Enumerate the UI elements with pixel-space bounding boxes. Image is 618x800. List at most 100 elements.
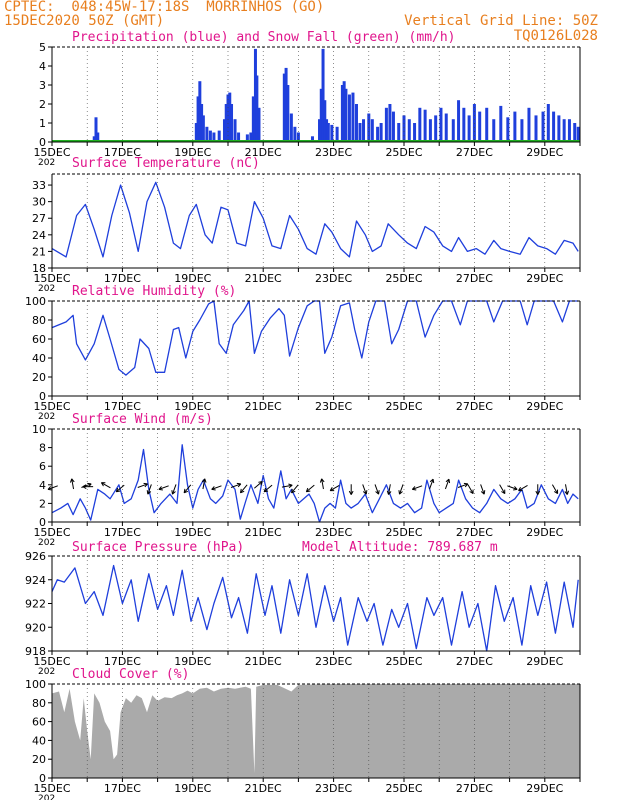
x-tick-label: 27DEC	[456, 146, 493, 159]
panel-cloud: 0 20 40 60 80 100 15DEC 17DEC 19DEC 21DEC 23DEC 25D…	[25, 678, 581, 800]
x-year-label: 202	[38, 284, 55, 294]
panel-precip: 0 1 2 3 4 5 15DEC 17DEC 19DEC 21DEC 23DEC 25DEC 27DE…	[33, 41, 581, 168]
x-tick-label: 29DEC	[526, 782, 563, 795]
x-tick-label: 25DEC	[385, 782, 422, 795]
precip-bar	[228, 92, 232, 142]
wind-arrow-head	[263, 487, 269, 493]
wind-arrow	[137, 482, 148, 488]
x-tick-label: 23DEC	[315, 400, 352, 413]
precip-bar	[293, 126, 297, 142]
precip-bar	[478, 111, 482, 142]
wind-arrow-shaft	[147, 484, 152, 495]
precip-bar	[467, 115, 471, 142]
panel-press: 918 920 922 924 926 15DEC 17DEC 19DEC 21DEC 23DEC…	[25, 550, 581, 677]
y-tick-label: 100	[25, 678, 46, 691]
precip-bar	[321, 48, 325, 142]
wind-arrow	[329, 485, 340, 492]
grid-note: Vertical Grid Line: 50Z	[404, 13, 598, 29]
y-tick-label: 30	[32, 196, 46, 209]
cloud-title: Cloud Cover (%)	[72, 667, 190, 682]
precip-bar	[286, 85, 290, 142]
precip-bar	[330, 124, 334, 142]
x-tick-label: 19DEC	[174, 526, 211, 539]
precip-bar	[282, 73, 286, 142]
x-tick-label: 17DEC	[104, 272, 141, 285]
precip-bar	[200, 104, 204, 142]
x-tick-label: 29DEC	[526, 526, 563, 539]
precip-bar	[444, 113, 448, 142]
y-tick-label: 2	[39, 98, 46, 111]
x-tick-label: 21DEC	[245, 526, 282, 539]
wind-arrow-shaft	[457, 483, 469, 488]
precip-bar	[344, 88, 348, 142]
precip-bar	[296, 132, 300, 142]
precip-bar	[451, 119, 455, 142]
x-tick-label: 25DEC	[385, 146, 422, 159]
y-tick-label: 8	[39, 442, 46, 455]
wind-arrow	[183, 484, 192, 494]
wind-arrow	[374, 484, 380, 495]
precip-bar	[340, 85, 344, 142]
wind-arrow	[507, 485, 518, 491]
model-altitude: Model Altitude: 789.687 m	[302, 540, 498, 555]
wind-arrow-head	[445, 478, 451, 484]
precip-bar	[310, 136, 314, 142]
y-tick-label: 0	[39, 136, 46, 149]
x-tick-label: 29DEC	[526, 146, 563, 159]
precip-bar	[534, 115, 538, 142]
wind-title: Surface Wind (m/s)	[72, 412, 213, 427]
precip-bar	[499, 105, 503, 142]
y-tick-label: 1	[39, 117, 46, 130]
x-tick-label: 15DEC	[33, 782, 70, 795]
precip-bar	[407, 119, 411, 142]
precip-bar	[423, 109, 427, 142]
x-tick-label: 15DEC	[33, 146, 70, 159]
precip-bar	[92, 136, 96, 142]
precip-bar	[485, 107, 489, 142]
precip-bar	[325, 119, 329, 142]
wind-arrow-shaft	[444, 478, 450, 490]
wind-arrow-shaft	[71, 478, 75, 490]
x-tick-label: 17DEC	[104, 146, 141, 159]
precip-bar	[513, 111, 517, 142]
precip-bar	[245, 134, 249, 142]
precip-bar	[376, 126, 380, 142]
temperature-line	[51, 181, 579, 258]
wind-arrow-head	[146, 490, 152, 495]
wind-arrow-head	[469, 489, 474, 495]
precip-bar	[222, 119, 226, 142]
wind-arrow-head	[429, 478, 435, 484]
wind-arrow-shaft	[202, 478, 206, 490]
y-tick-label: 924	[25, 574, 46, 587]
precip-bar	[208, 130, 212, 142]
y-tick-label: 2	[39, 497, 46, 510]
wind-arrow	[47, 485, 58, 491]
precip-bar	[233, 119, 237, 142]
temp-title: Surface Temperature (nC)	[72, 156, 260, 171]
wind-arrow-head	[535, 490, 541, 495]
wind-arrow-head	[319, 478, 325, 483]
wind-arrow-head	[115, 487, 121, 493]
wind-arrow-head	[239, 488, 245, 494]
wind-arrow-head	[211, 486, 216, 491]
wind-arrow	[158, 485, 169, 491]
wind-arrow-shaft	[321, 478, 324, 490]
y-tick-label: 80	[32, 697, 46, 710]
y-tick-label: 33	[32, 179, 46, 192]
wind-arrow-shaft	[158, 485, 169, 490]
wind-arrow-shaft	[211, 485, 222, 490]
wind-arrow-shaft	[183, 484, 192, 494]
precip-bar	[573, 123, 577, 142]
x-tick-label: 19DEC	[174, 782, 211, 795]
wind-arrow	[319, 478, 325, 490]
x-tick-label: 19DEC	[174, 146, 211, 159]
precip-bar	[342, 81, 346, 142]
y-tick-label: 4	[39, 479, 46, 492]
precip-bar	[552, 111, 556, 142]
y-tick-label: 920	[25, 621, 46, 634]
wind-arrow-shaft	[565, 484, 568, 495]
wind-arrow-head	[171, 490, 176, 495]
wind-arrow	[115, 484, 125, 493]
precip-bar	[205, 126, 209, 142]
x-tick-label: 17DEC	[104, 782, 141, 795]
